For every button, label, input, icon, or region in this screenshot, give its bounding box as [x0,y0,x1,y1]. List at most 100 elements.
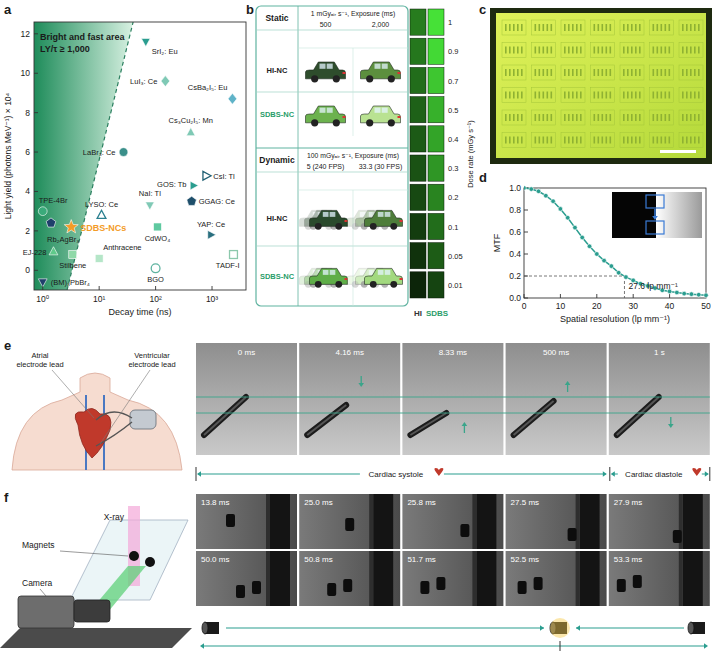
inset-roi [646,221,664,234]
pattern-bar [627,24,629,31]
phase-tick [709,467,710,481]
lead-core [410,413,446,435]
pattern-bar [686,137,688,144]
dose-label: 0.05 [448,252,463,261]
phase-tick [609,467,610,481]
dose-label: 0.7 [448,77,458,86]
pattern-bar [602,24,604,31]
motion-arrow [361,376,362,384]
dose-label: 0.2 [448,193,458,202]
magnet [226,514,235,527]
y-tick [34,270,38,271]
mtf-point [558,207,563,212]
plot-area [34,22,237,290]
arrow-head [576,625,580,631]
xray-frame [402,494,503,549]
lead-core [307,405,346,435]
test-pattern [532,110,556,125]
pattern-bar [623,137,625,144]
pattern-bar [543,24,545,31]
annotation: 27.6 lp mm⁻¹ [628,281,678,291]
test-pattern [679,43,703,58]
test-pattern [532,88,556,103]
mtf-point [524,186,526,191]
panel-label: d [479,170,487,185]
pattern-bar [657,47,659,54]
magnet [633,575,642,588]
car-window [378,270,384,275]
test-pattern [591,110,615,125]
pattern-bar [543,69,545,76]
scale-bar [660,150,696,153]
y-tick-label: 8 [25,108,30,118]
pattern-bar [517,69,519,76]
pattern-bar [551,69,553,76]
pattern-bar [513,47,515,54]
pattern-bar [698,92,700,99]
point-label: LuI₃: Ce [130,77,157,86]
lead-tip [514,401,554,435]
magnet [236,585,245,598]
row-header: Static [265,13,288,23]
motion-arrow [464,425,465,433]
pattern-bar [635,137,637,144]
x-tick [42,286,43,290]
test-pattern [532,43,556,58]
arrow-head [704,643,708,649]
car-light [398,72,401,74]
holder [270,494,290,549]
test-pattern [502,65,526,80]
holder-edge [369,551,373,606]
pattern-bar [653,114,655,121]
pattern-bar [657,114,659,121]
frame-time: 52.5 ms [511,555,539,564]
pattern-bar [669,92,671,99]
magnet [252,581,261,594]
y-tick [34,112,38,113]
holder [476,494,496,549]
pattern-bar [517,24,519,31]
car-body [365,268,403,284]
pattern-bar [682,114,684,121]
pattern-bar [509,114,511,121]
point-label: CsBa₂I₅: Eu [188,83,228,92]
point-label: TADF-I [216,261,240,270]
test-pattern [620,65,644,80]
car-window [323,212,329,217]
x-tick-label: 50 [701,301,711,311]
heart [75,408,111,458]
pattern-bar [568,137,570,144]
pattern-bar [576,114,578,121]
test-pattern [532,65,556,80]
pattern-bar [505,47,507,54]
test-pattern [591,88,615,103]
pattern-bar [694,92,696,99]
test-pattern [620,88,644,103]
pattern-bar [661,69,663,76]
magnet [518,581,527,594]
table-divider [256,246,408,247]
y-tick-label: 4 [25,186,30,196]
frame-time: 27.9 ms [614,498,642,507]
inset-arrow [654,209,656,217]
pattern-bar [635,69,637,76]
pattern-bar [698,69,700,76]
mtf-point [536,189,541,194]
x-tick [633,294,634,298]
pattern-bar [517,114,519,121]
leader-line [60,551,128,556]
pattern-bar [513,137,515,144]
pattern-bar [535,137,537,144]
phase-label-bg [618,466,702,480]
car-window [327,64,333,69]
x-tick-label: 0 [522,301,527,311]
table-divider [256,30,408,31]
car-wheel [315,223,322,230]
xray-frame [506,494,607,549]
test-pattern [591,43,615,58]
pattern-bar [521,24,523,31]
motion-line [576,627,684,628]
pattern-bar [594,24,596,31]
pattern-bar [594,92,596,99]
pattern-bar [539,24,541,31]
